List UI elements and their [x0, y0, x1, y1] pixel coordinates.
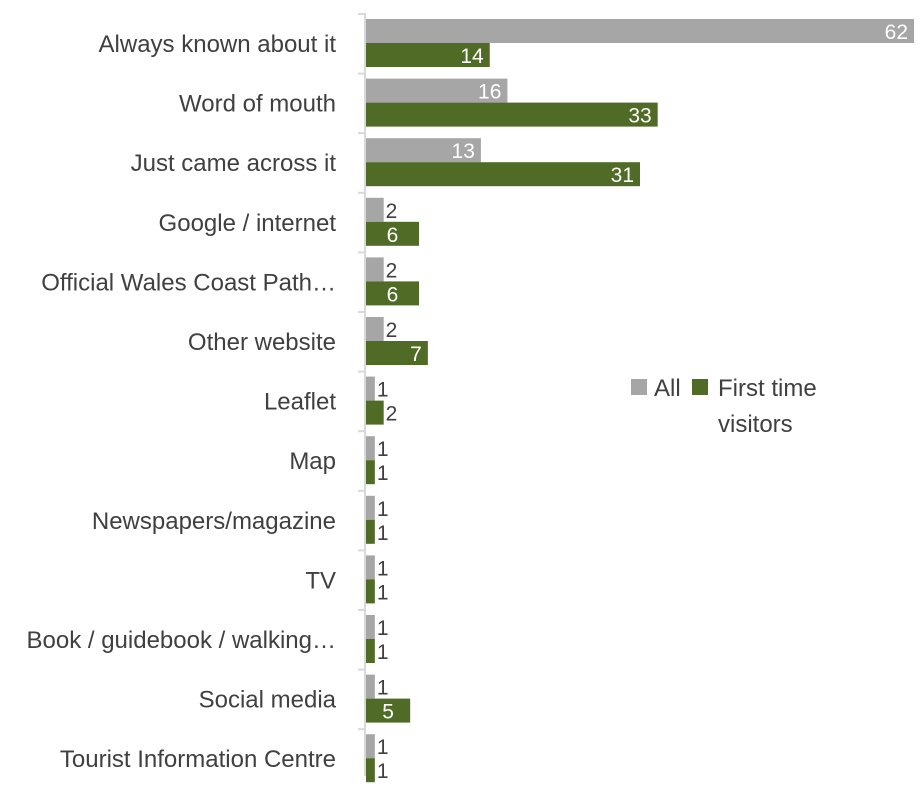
category-label: Social media: [199, 687, 337, 714]
bar-all: [366, 78, 508, 103]
legend: All First time visitors: [631, 375, 817, 438]
category-label: Tourist Information Centre: [60, 746, 336, 773]
value-label-first-time-visitors: 5: [382, 701, 394, 724]
value-label-first-time-visitors: 1: [377, 462, 389, 485]
value-label-first-time-visitors: 2: [386, 403, 398, 426]
category-label: Book / guidebook / walking…: [26, 627, 336, 654]
value-label-first-time-visitors: 7: [410, 343, 422, 366]
bar-first-time-visitors: [366, 698, 411, 723]
legend-swatch-first-time: [692, 379, 708, 395]
category-label: Leaflet: [264, 389, 336, 416]
value-label-all: 1: [377, 379, 389, 402]
bar-first-time-visitors: [366, 221, 420, 246]
value-label-all: 1: [377, 677, 389, 700]
value-label-all: 1: [377, 557, 389, 580]
category-labels: Always known about it Word of mouth Just c…: [26, 31, 336, 773]
value-label-all: 62: [885, 21, 908, 44]
bar-first-time-visitors: [366, 162, 640, 187]
category-label: Other website: [188, 329, 336, 356]
bar-first-time-visitors: [366, 281, 420, 306]
value-label-first-time-visitors: 33: [628, 105, 651, 128]
bar-all: [366, 197, 384, 222]
bar-first-time-visitors: [366, 639, 375, 663]
value-label-first-time-visitors: 6: [387, 283, 399, 306]
bar-first-time-visitors: [366, 102, 658, 127]
bar-first-time-visitors: [366, 341, 428, 365]
value-label-all: 1: [377, 617, 389, 640]
value-label-all: 2: [386, 259, 398, 282]
value-label-all: 2: [386, 319, 398, 342]
bar-first-time-visitors: [366, 519, 375, 544]
bar-all: [366, 138, 481, 163]
value-label-first-time-visitors: 1: [377, 760, 389, 783]
bar-all: [366, 19, 914, 43]
bar-all: [366, 674, 375, 699]
value-label-all: 1: [377, 498, 389, 521]
value-label-all: 16: [478, 81, 501, 104]
bar-all: [366, 376, 375, 401]
bar-all: [366, 495, 375, 520]
value-label-all: 2: [386, 200, 398, 223]
category-label: Word of mouth: [179, 91, 336, 118]
category-label: Google / internet: [159, 210, 337, 237]
y-axis-ticks: [358, 13, 366, 731]
category-label: Always known about it: [99, 31, 337, 58]
legend-label-all: All: [654, 375, 681, 402]
bar-all: [366, 734, 375, 759]
bars: [366, 19, 914, 783]
value-label-first-time-visitors: 1: [377, 641, 389, 664]
category-label: Map: [289, 448, 336, 475]
bar-all: [366, 615, 375, 639]
value-label-all: 1: [377, 438, 389, 461]
legend-swatch-all: [631, 379, 647, 395]
bar-first-time-visitors: [366, 400, 384, 425]
category-label: Official Wales Coast Path…: [41, 269, 336, 296]
value-label-first-time-visitors: 6: [387, 224, 399, 247]
value-label-first-time-visitors: 31: [611, 164, 634, 187]
category-label: TV: [305, 567, 336, 594]
bar-all: [366, 257, 384, 282]
bar-first-time-visitors: [366, 43, 490, 67]
bar-all: [366, 317, 384, 341]
bar-all: [366, 436, 375, 461]
bar-first-time-visitors: [366, 460, 375, 485]
bar-first-time-visitors: [366, 758, 375, 783]
bar-all: [366, 555, 375, 580]
value-label-first-time-visitors: 1: [377, 522, 389, 545]
legend-label-first-time-line2: visitors: [718, 411, 793, 438]
value-label-all: 1: [377, 736, 389, 759]
value-label-first-time-visitors: 1: [377, 581, 389, 604]
value-label-all: 13: [452, 140, 475, 163]
category-label: Newspapers/magazine: [92, 508, 336, 535]
category-label: Just came across it: [131, 150, 337, 177]
value-label-first-time-visitors: 14: [460, 45, 484, 68]
bar-first-time-visitors: [366, 579, 375, 604]
legend-label-first-time-line1: First time: [718, 375, 817, 402]
